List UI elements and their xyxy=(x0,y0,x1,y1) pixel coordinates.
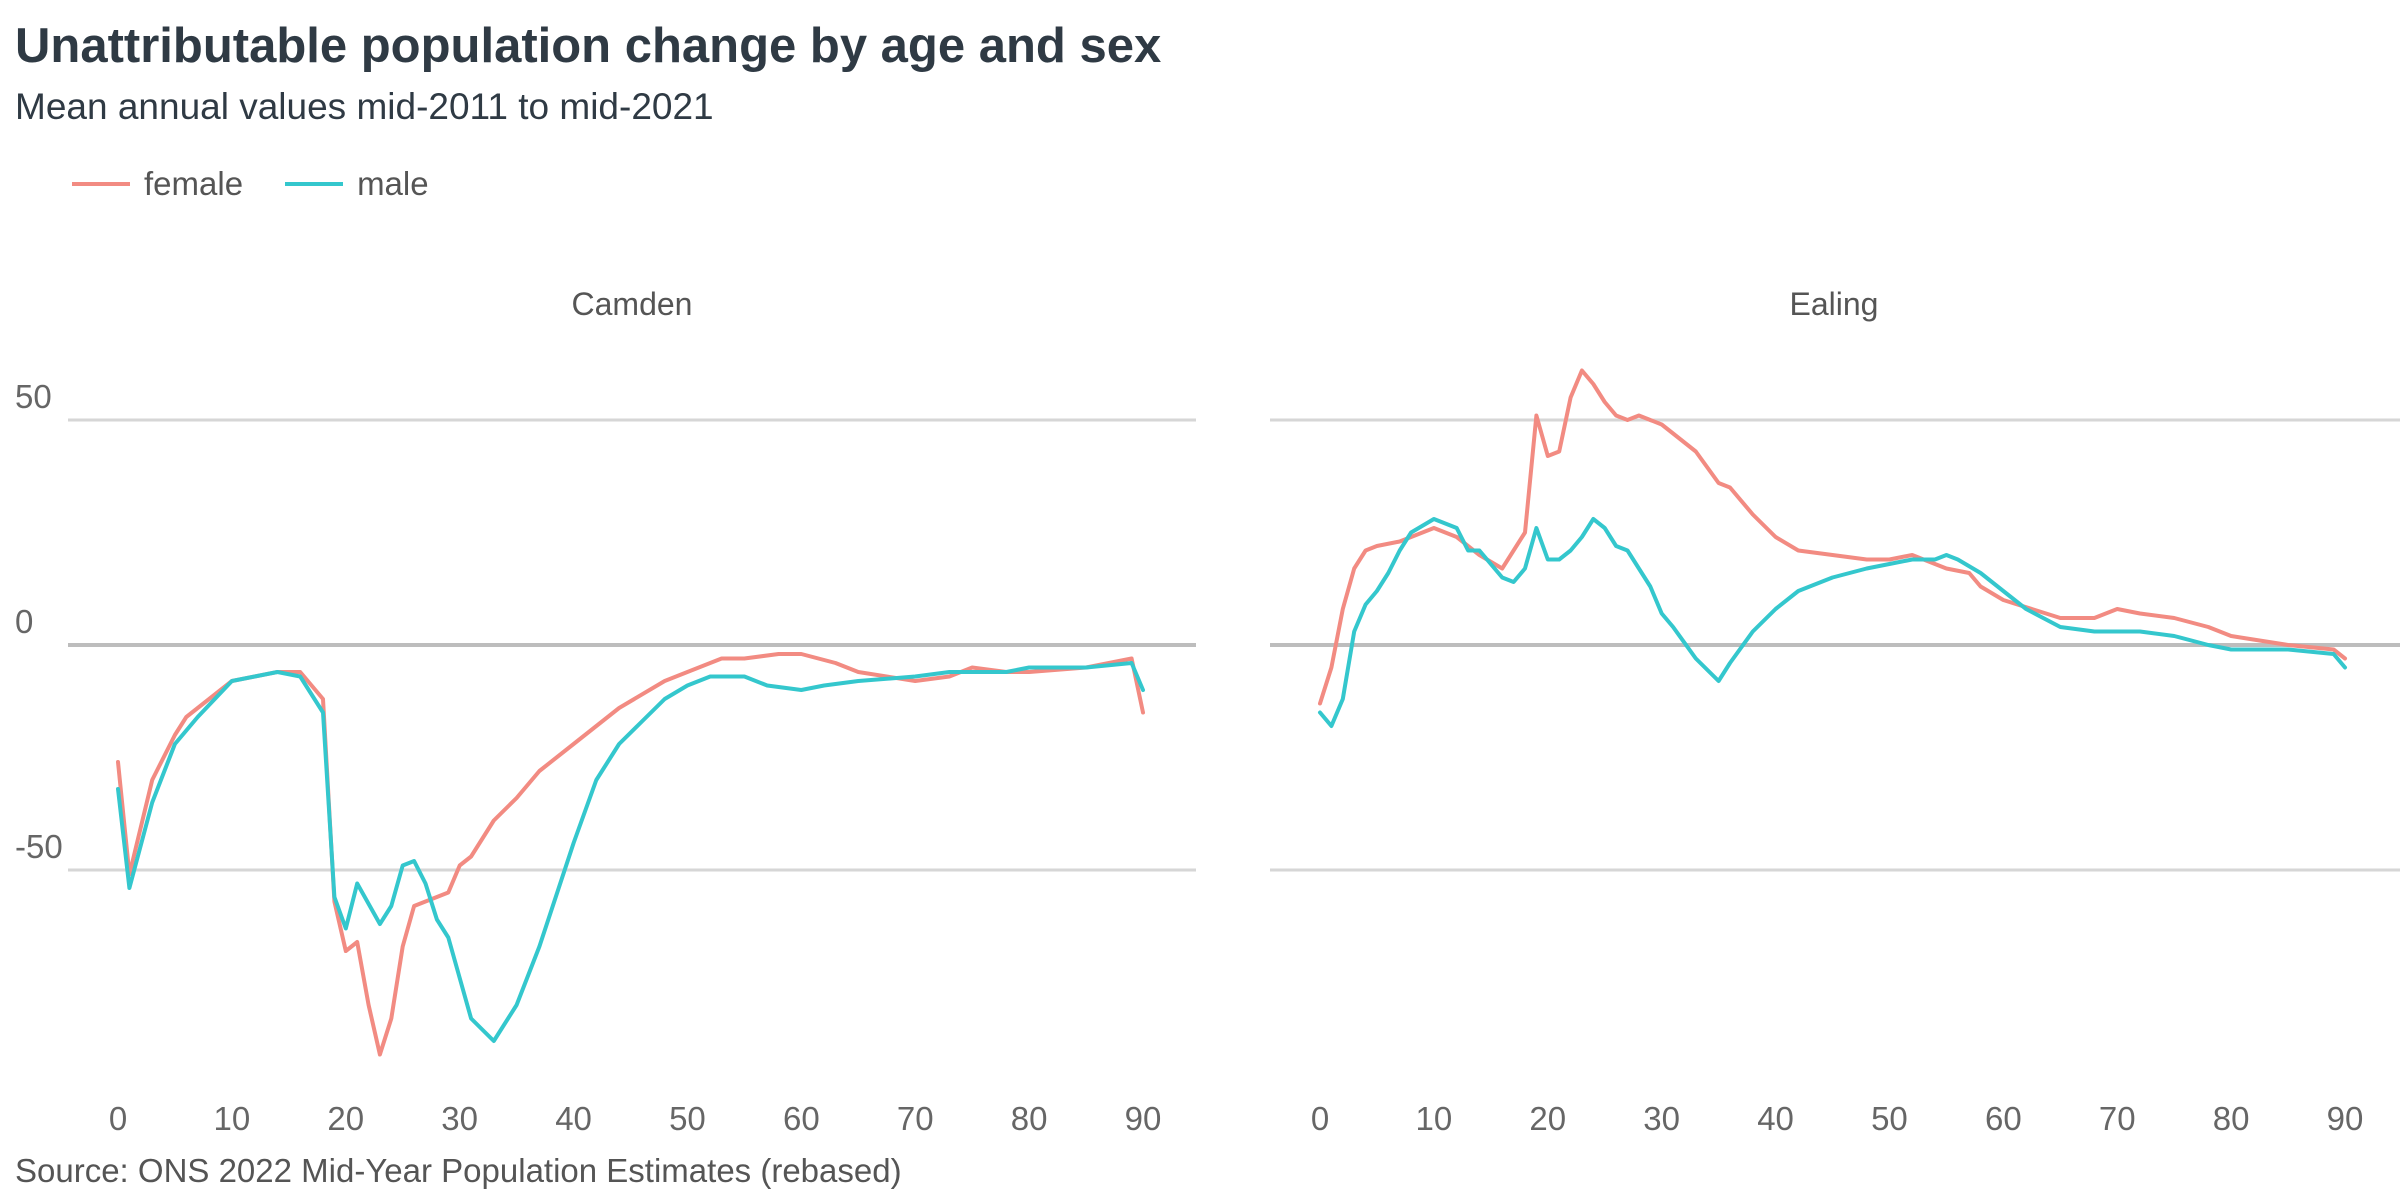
x-tick-label: 40 xyxy=(555,1100,592,1137)
chart-subtitle: Mean annual values mid-2011 to mid-2021 xyxy=(15,86,714,127)
x-tick-label: 80 xyxy=(1011,1100,1048,1137)
legend-label-female: female xyxy=(144,165,244,202)
x-tick-label: 50 xyxy=(1871,1100,1908,1137)
chart-title: Unattributable population change by age … xyxy=(15,19,1162,73)
y-tick-label: 0 xyxy=(15,603,33,640)
x-tick-label: 40 xyxy=(1757,1100,1794,1137)
x-tick-label: 30 xyxy=(441,1100,478,1137)
legend-swatch-female xyxy=(72,182,130,186)
x-tick-label: 70 xyxy=(897,1100,934,1137)
source-note: Source: ONS 2022 Mid-Year Population Est… xyxy=(15,1152,902,1189)
series-line-male-ealing xyxy=(1318,517,2347,728)
series-line-female-ealing xyxy=(1318,368,2347,706)
x-tick-label: 80 xyxy=(2213,1100,2250,1137)
y-tick-label: -50 xyxy=(15,828,63,865)
x-tick-label: 70 xyxy=(2099,1100,2136,1137)
x-tick-label: 0 xyxy=(1311,1100,1329,1137)
x-tick-label: 20 xyxy=(1529,1100,1566,1137)
x-tick-label: 10 xyxy=(214,1100,251,1137)
y-tick-label: 50 xyxy=(15,378,52,415)
x-tick-label: 0 xyxy=(109,1100,127,1137)
x-tick-label: 10 xyxy=(1416,1100,1453,1137)
x-tick-label: 30 xyxy=(1643,1100,1680,1137)
series-line-male-camden xyxy=(116,661,1145,1043)
x-tick-label: 60 xyxy=(783,1100,820,1137)
legend-item-female: female xyxy=(72,165,243,203)
legend: female male xyxy=(72,165,471,203)
x-tick-label: 60 xyxy=(1985,1100,2022,1137)
legend-swatch-male xyxy=(285,182,344,186)
panel-label-ealing: Ealing xyxy=(1790,286,1879,322)
panel-label-camden: Camden xyxy=(572,286,693,322)
series-line-female-camden xyxy=(116,652,1145,1057)
x-tick-label: 90 xyxy=(1125,1100,1162,1137)
legend-label-male: male xyxy=(357,165,429,202)
x-tick-label: 20 xyxy=(327,1100,364,1137)
x-tick-label: 50 xyxy=(669,1100,706,1137)
legend-item-male: male xyxy=(285,165,429,203)
x-tick-label: 90 xyxy=(2327,1100,2364,1137)
